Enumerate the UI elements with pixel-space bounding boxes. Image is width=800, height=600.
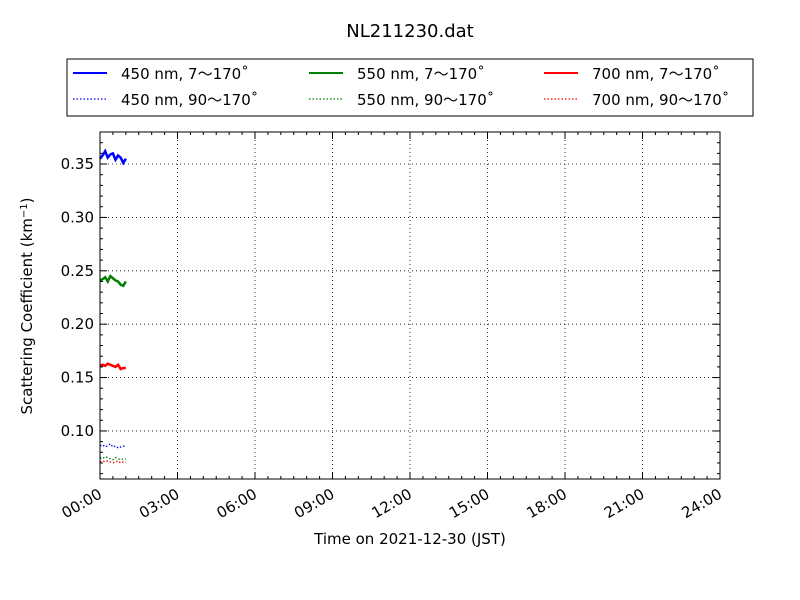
legend-label-3: 450 nm, 90～170˚ [121,91,258,109]
x-tick-label: 09:00 [291,485,337,522]
series-layer [99,148,127,464]
series-line-2 [99,362,126,371]
y-tick-label: 0.10 [61,422,94,440]
y-tick-label: 0.30 [61,208,94,226]
x-tick-label: 24:00 [679,485,725,522]
x-tick-label: 06:00 [214,485,260,522]
legend-label-5: 700 nm, 90～170˚ [592,91,729,109]
legend-label-2: 700 nm, 7～170˚ [592,65,720,83]
x-tick-label: 03:00 [136,485,182,522]
legend-label-0: 450 nm, 7～170˚ [121,65,249,83]
series-line-4 [99,455,126,461]
legend-box [66,58,754,117]
x-tick-label: 12:00 [369,485,415,522]
legend: 450 nm, 7～170˚ 550 nm, 7～170˚ 700 nm, 7～17… [66,58,754,117]
x-axis-label: Time on 2021-12-30 (JST) [313,530,506,548]
x-tick-label: 21:00 [601,485,647,522]
grid-lines [100,132,720,479]
series-line-3 [99,442,127,449]
series-line-1 [99,274,127,288]
legend-label-1: 550 nm, 7～170˚ [357,65,485,83]
series-line-0 [99,148,127,166]
y-axis-label-superscript: −1 [19,203,30,218]
axis-ticks [99,132,721,479]
y-tick-labels: 0.10 0.15 0.20 0.25 0.30 0.35 [61,155,94,440]
x-tick-label: 18:00 [524,485,570,522]
x-tick-label: 15:00 [446,485,492,522]
y-tick-label: 0.20 [61,315,94,333]
y-axis-label: Scattering Coefficient (km−1) [18,197,36,414]
y-tick-label: 0.25 [61,262,94,280]
legend-label-4: 550 nm, 90～170˚ [357,91,494,109]
x-tick-label: 00:00 [59,485,105,522]
y-tick-label: 0.35 [61,155,94,173]
x-tick-labels: 00:00 03:00 06:00 09:00 12:00 15:00 18:00 21:00… [59,485,725,522]
chart-title: NL211230.dat [346,21,473,42]
y-axis-label-main: Scattering Coefficient (km [18,218,36,414]
y-axis-label-close: ) [18,197,36,203]
series-line-5 [99,460,126,464]
y-tick-label: 0.15 [61,369,94,387]
